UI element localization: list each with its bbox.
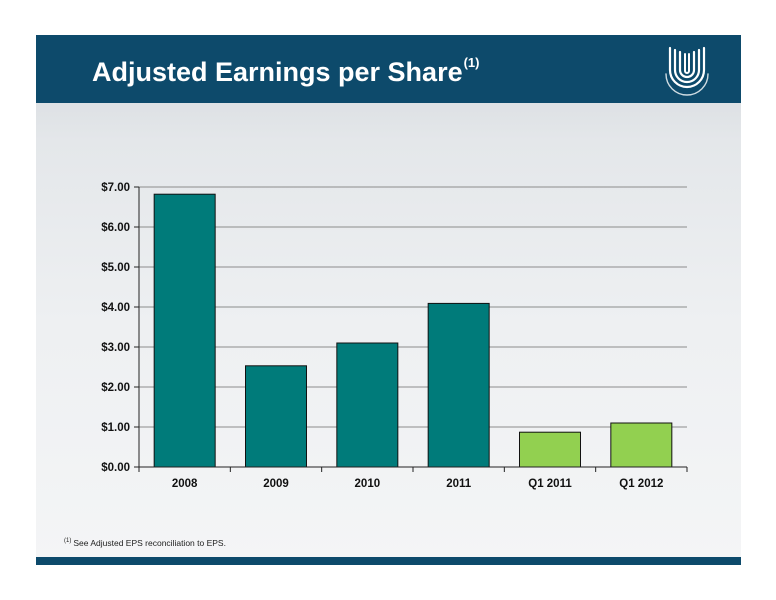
y-tick-label: $5.00	[101, 262, 130, 274]
y-tick-label: $0.00	[101, 462, 130, 474]
bar	[427, 302, 490, 468]
bar	[336, 342, 399, 468]
slide: Adjusted Earnings per Share(1) $0.00 $1.0…	[36, 35, 741, 565]
header-band: Adjusted Earnings per Share(1)	[36, 35, 741, 103]
bar-chart: $0.00 $1.00 $2.00 $3.00 $4.00 $5.00 $6.00 $7.00…	[101, 182, 688, 490]
y-tick-label: $6.00	[101, 222, 130, 234]
bar	[519, 431, 581, 468]
y-tick-label: $1.00	[101, 422, 130, 434]
x-tick-label: Q1 2011	[528, 478, 572, 490]
footnote: (1) See Adjusted EPS reconciliation to EP…	[64, 538, 226, 548]
bar	[153, 193, 216, 468]
slide-title: Adjusted Earnings per Share(1)	[92, 55, 479, 88]
y-tick-label: $7.00	[101, 182, 130, 194]
y-tick-label: $3.00	[101, 342, 130, 354]
chart-bars	[153, 193, 673, 468]
x-tick-label: 2008	[172, 478, 198, 490]
footnote-text: See Adjusted EPS reconciliation to EPS.	[73, 538, 226, 548]
chart-x-tick-labels: 2008 2009 2010 2011 Q1 2011 Q1 2012	[172, 478, 664, 490]
x-tick-label: 2009	[263, 478, 289, 490]
x-tick-label: 2011	[446, 478, 472, 490]
chart-y-tick-labels: $0.00 $1.00 $2.00 $3.00 $4.00 $5.00 $6.00 $7.00	[101, 182, 130, 474]
slide-title-text: Adjusted Earnings per Share	[92, 57, 463, 87]
title-footnote-marker: (1)	[463, 55, 480, 70]
y-tick-label: $4.00	[101, 302, 130, 314]
footer-band	[36, 557, 741, 565]
y-tick-label: $2.00	[101, 382, 130, 394]
x-tick-label: Q1 2012	[619, 478, 663, 490]
chart-axes	[134, 186, 688, 472]
chart-gridlines	[139, 186, 687, 428]
footnote-marker: (1)	[64, 538, 72, 544]
x-tick-label: 2010	[355, 478, 381, 490]
bar	[610, 422, 673, 468]
bar	[245, 365, 307, 468]
company-logo-icon	[665, 46, 709, 96]
